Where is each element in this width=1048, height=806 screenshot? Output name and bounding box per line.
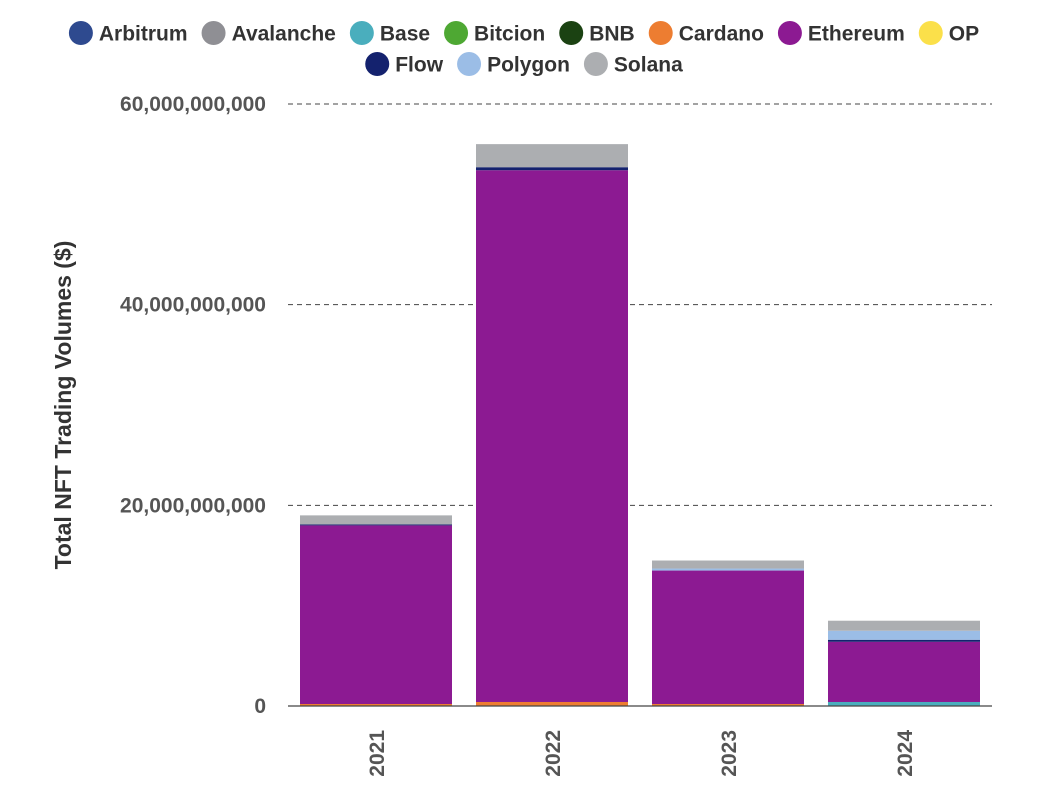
legend-marker-flow	[365, 52, 390, 76]
legend-label-flow: Flow	[395, 53, 443, 76]
legend-item-bitcion[interactable]: Bitcion	[444, 21, 545, 45]
legend-marker-ethereum	[777, 21, 802, 45]
x-tick-label-2022: 2022	[542, 730, 565, 777]
bar-cardano-2023[interactable]	[652, 703, 804, 706]
legend-label-cardano: Cardano	[679, 22, 764, 45]
bar-stack-2021	[300, 515, 452, 706]
legend-item-flow[interactable]: Flow	[365, 52, 444, 76]
x-tick-label-2023: 2023	[718, 730, 741, 777]
legend-item-arbitrum[interactable]: Arbitrum	[68, 21, 188, 45]
x-tick-label-2024: 2024	[894, 730, 917, 777]
y-tick-label-0: 0	[254, 695, 266, 718]
y-tick-label-2: 40,000,000,000	[120, 294, 266, 317]
x-axis: 2021 2022 2023 2024	[288, 705, 992, 777]
legend-marker-cardano	[648, 21, 673, 45]
legend-marker-arbitrum	[68, 21, 93, 45]
gridlines	[288, 103, 992, 506]
legend-label-op: OP	[949, 22, 979, 45]
bar-base-2024[interactable]	[828, 701, 980, 706]
bar-flow-2022[interactable]	[476, 167, 628, 171]
bar-ethereum-2023[interactable]	[652, 570, 804, 704]
legend-marker-avalanche	[201, 21, 226, 45]
y-axis-title: Total NFT Trading Volumes ($)	[50, 241, 76, 570]
bar-stack-2023	[652, 560, 804, 706]
bar-cardano-2021[interactable]	[300, 703, 452, 706]
bar-ethereum-2021[interactable]	[300, 525, 452, 704]
legend-label-bnb: BNB	[589, 22, 635, 45]
legend-label-avalanche: Avalanche	[232, 22, 336, 45]
legend-marker-bitcion	[444, 21, 469, 45]
bar-ethereum-2024[interactable]	[828, 641, 980, 702]
legend-marker-polygon	[457, 52, 482, 76]
legend-item-base[interactable]: Base	[349, 21, 430, 45]
legend-item-bnb[interactable]: BNB	[559, 21, 635, 45]
bar-stack-2022	[476, 144, 628, 706]
legend-label-polygon: Polygon	[487, 53, 570, 76]
legend-label-arbitrum: Arbitrum	[99, 22, 188, 45]
legend-item-polygon[interactable]: Polygon	[457, 52, 570, 76]
legend: Arbitrum Avalanche Base Bitcion BNB Cardano Et…	[68, 21, 979, 76]
legend-item-solana[interactable]: Solana	[583, 52, 683, 76]
legend-item-op[interactable]: OP	[918, 21, 979, 45]
legend-label-bitcion: Bitcion	[474, 22, 545, 45]
bar-flow-2021[interactable]	[300, 524, 452, 526]
bar-polygon-2024[interactable]	[828, 630, 980, 640]
legend-marker-solana	[583, 52, 608, 76]
bar-solana-2023[interactable]	[652, 560, 804, 569]
y-axis: 0 20,000,000,000 40,000,000,000 60,000,000,…	[120, 93, 266, 718]
legend-item-cardano[interactable]: Cardano	[648, 21, 764, 45]
legend-marker-op	[918, 21, 943, 45]
legend-label-ethereum: Ethereum	[808, 22, 905, 45]
bars	[300, 144, 980, 706]
legend-item-avalanche[interactable]: Avalanche	[201, 21, 336, 45]
legend-label-solana: Solana	[614, 53, 683, 76]
bar-cardano-2022[interactable]	[476, 701, 628, 706]
legend-label-base: Base	[380, 22, 430, 45]
bar-solana-2021[interactable]	[300, 515, 452, 525]
bar-ethereum-2022[interactable]	[476, 170, 628, 702]
bar-solana-2024[interactable]	[828, 620, 980, 631]
bar-stack-2024	[828, 620, 980, 706]
x-tick-label-2021: 2021	[366, 730, 389, 777]
legend-item-ethereum[interactable]: Ethereum	[777, 21, 905, 45]
legend-marker-bnb	[559, 21, 584, 45]
y-tick-label-3: 60,000,000,000	[120, 93, 266, 116]
bar-solana-2022[interactable]	[476, 144, 628, 168]
bar-flow-2024[interactable]	[828, 639, 980, 642]
legend-marker-base	[349, 21, 374, 45]
y-tick-label-1: 20,000,000,000	[120, 494, 266, 517]
bar-polygon-2023[interactable]	[652, 568, 804, 571]
